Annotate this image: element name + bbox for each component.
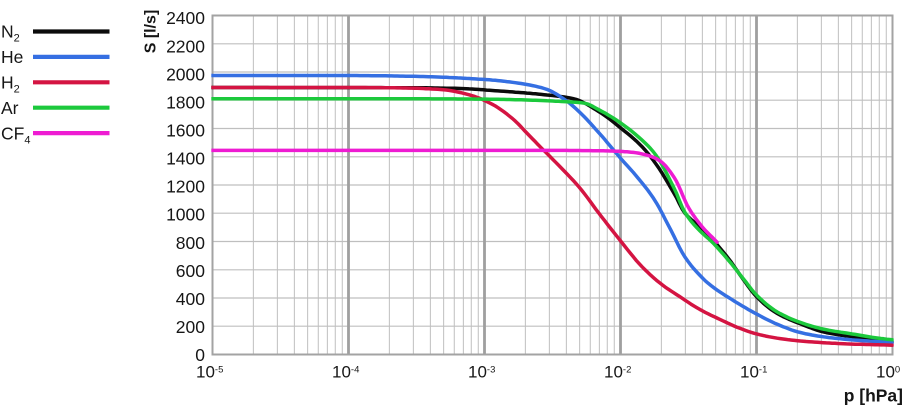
svg-text:1400: 1400 xyxy=(166,149,205,169)
svg-text:100: 100 xyxy=(876,363,900,382)
svg-text:1000: 1000 xyxy=(166,205,205,225)
svg-text:1800: 1800 xyxy=(166,92,205,112)
svg-text:400: 400 xyxy=(176,289,205,309)
svg-text:CF4: CF4 xyxy=(1,123,30,146)
svg-text:200: 200 xyxy=(176,317,205,337)
svg-text:800: 800 xyxy=(176,233,205,253)
svg-text:p [hPa]: p [hPa] xyxy=(844,386,903,406)
svg-text:Ar: Ar xyxy=(1,98,19,118)
svg-text:1200: 1200 xyxy=(166,177,205,197)
svg-text:600: 600 xyxy=(176,261,205,281)
svg-text:0: 0 xyxy=(195,345,205,365)
svg-text:2000: 2000 xyxy=(166,64,205,84)
svg-text:S [l/s]: S [l/s] xyxy=(142,10,159,54)
svg-text:2200: 2200 xyxy=(166,36,205,56)
svg-text:1600: 1600 xyxy=(166,121,205,141)
svg-text:He: He xyxy=(1,47,23,67)
svg-text:2400: 2400 xyxy=(166,8,205,28)
